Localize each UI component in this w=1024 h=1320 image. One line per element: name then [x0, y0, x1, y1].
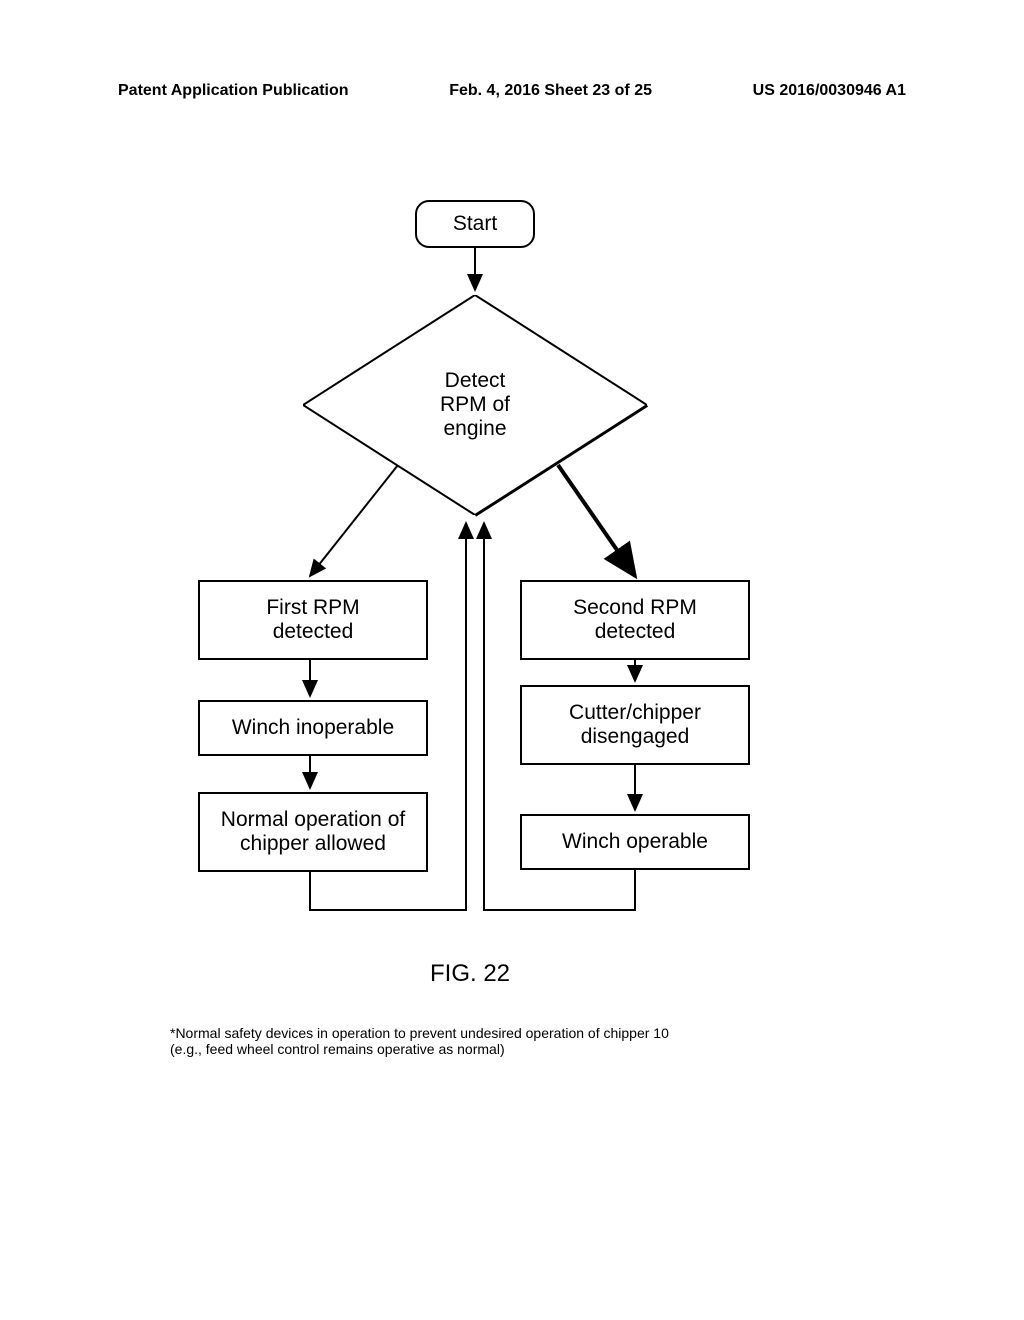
node-first-rpm-label: First RPM detected [266, 596, 359, 644]
node-start-label: Start [453, 212, 497, 236]
footnote-text: *Normal safety devices in operation to p… [170, 1025, 669, 1057]
node-winch-operable: Winch operable [520, 814, 750, 870]
node-second-rpm-label: Second RPM detected [573, 596, 697, 644]
node-normal-operation-label: Normal operation of chipper allowed [221, 808, 405, 856]
node-winch-inoperable: Winch inoperable [198, 700, 428, 756]
node-winch-inoperable-label: Winch inoperable [232, 716, 394, 740]
node-start: Start [415, 200, 535, 248]
header-right: US 2016/0030946 A1 [753, 82, 906, 100]
node-winch-operable-label: Winch operable [562, 830, 708, 854]
header-center: Feb. 4, 2016 Sheet 23 of 25 [449, 82, 652, 100]
figure-label: FIG. 22 [430, 960, 510, 988]
node-cutter-disengaged: Cutter/chipper disengaged [520, 685, 750, 765]
node-second-rpm: Second RPM detected [520, 580, 750, 660]
node-detect-rpm: Detect RPM of engine [303, 295, 647, 515]
node-detect-rpm-label: Detect RPM of engine [440, 369, 510, 441]
flowchart-diagram: Start Detect RPM of engine First RPM det… [0, 180, 1024, 1000]
node-normal-operation: Normal operation of chipper allowed [198, 792, 428, 872]
node-first-rpm: First RPM detected [198, 580, 428, 660]
node-cutter-disengaged-label: Cutter/chipper disengaged [569, 701, 701, 749]
header-left: Patent Application Publication [118, 82, 349, 100]
